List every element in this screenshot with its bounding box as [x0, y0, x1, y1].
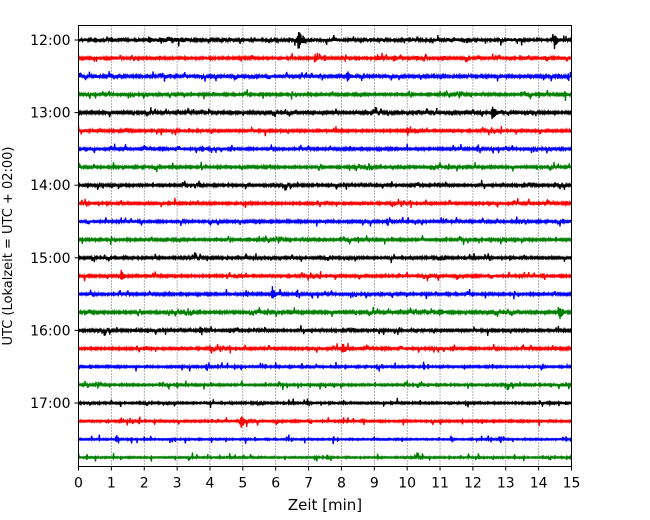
- trace-1230: [77, 71, 573, 82]
- y-tick-label: 16:00: [30, 323, 70, 339]
- y-tick-label: 12:00: [30, 33, 70, 49]
- x-tick-label: 0: [74, 476, 83, 492]
- x-tick-label: 8: [337, 476, 346, 492]
- y-tick-label: 17:00: [30, 396, 70, 412]
- trace-1530: [77, 286, 573, 300]
- y-tick-label: 13:00: [30, 106, 70, 122]
- x-tick-label: 1: [107, 476, 116, 492]
- trace-1715: [77, 416, 573, 428]
- x-tick-label: 15: [563, 476, 581, 492]
- x-tick-label: 9: [370, 476, 379, 492]
- x-tick-label: 5: [238, 476, 247, 492]
- x-tick-label: 3: [173, 476, 182, 492]
- seismic-traces: [77, 31, 573, 462]
- x-axis-label: Zeit [min]: [288, 496, 362, 514]
- y-tick-label: 14:00: [30, 178, 70, 194]
- trace-1200: [77, 31, 573, 50]
- x-axis-ticks: 0 1 2 3 4 5 6 7 8 9 10 11 12 13 14 15: [74, 466, 581, 492]
- y-axis-ticks: 12:00 13:00 14:00 15:00 16:00 17:00: [30, 33, 79, 412]
- x-tick-label: 13: [497, 476, 515, 492]
- plot-frame: [78, 25, 572, 467]
- x-tick-label: 7: [304, 476, 313, 492]
- x-tick-label: 10: [398, 476, 416, 492]
- x-tick-label: 2: [140, 476, 149, 492]
- y-tick-label: 15:00: [30, 251, 70, 267]
- x-tick-label: 6: [271, 476, 280, 492]
- x-tick-label: 4: [206, 476, 215, 492]
- x-tick-label: 14: [530, 476, 548, 492]
- x-tick-label: 12: [464, 476, 482, 492]
- x-tick-label: 11: [431, 476, 449, 492]
- y-axis-label: UTC (Lokalzeit = UTC + 02:00): [1, 147, 16, 346]
